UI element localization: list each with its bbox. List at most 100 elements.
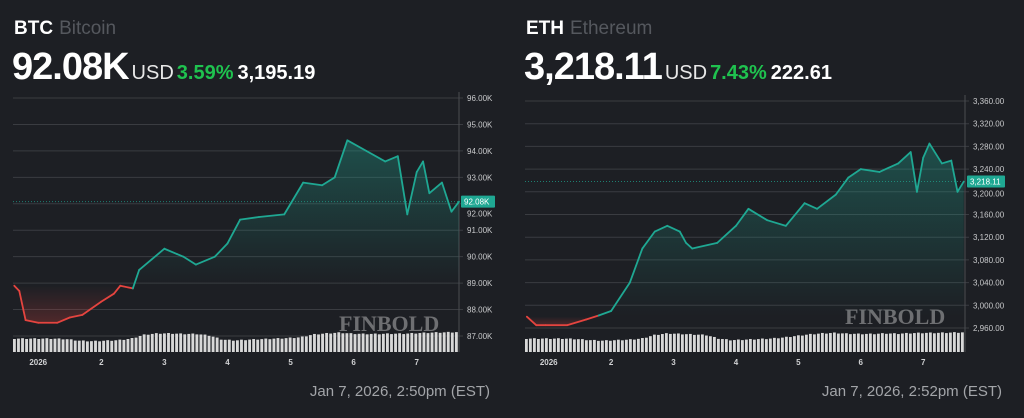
volume-bar: [905, 332, 908, 352]
volume-bar: [561, 339, 564, 352]
eth-chart[interactable]: 3,360.00 3,320.00 3,280.00 3,240.00 3,200.00…: [512, 0, 1024, 380]
volume-bar: [345, 333, 349, 352]
area-above-open: [526, 143, 964, 317]
volume-bar: [781, 337, 784, 352]
volume-bar: [167, 333, 170, 352]
volume-bar: [215, 337, 219, 352]
price-line-segment: [525, 315, 538, 327]
y-tick-label: 93.00K: [467, 173, 493, 182]
volume-bar: [394, 333, 397, 352]
volume-bar: [661, 334, 664, 352]
volume-bar: [757, 339, 760, 352]
volume-bar: [98, 341, 101, 352]
price-line-segment: [283, 181, 305, 216]
volume-bar: [349, 333, 353, 352]
y-tick-label: 3,040.00: [973, 279, 1005, 288]
volume-bar: [442, 332, 446, 352]
y-tick-label: 3,000.00: [973, 301, 1005, 310]
volume-bar: [901, 333, 904, 352]
volume-bar: [333, 332, 337, 352]
volume-bar: [937, 332, 940, 352]
volume-bar: [873, 334, 876, 352]
volume-bar: [861, 334, 864, 352]
volume-bar: [61, 339, 65, 352]
x-tick-label: 3: [671, 358, 676, 367]
volume-bar: [693, 334, 696, 352]
btc-chart[interactable]: 96.00K 95.00K 94.00K 93.00K 92.00K 91.00K 90.0…: [0, 0, 512, 380]
volume-bar: [697, 334, 700, 352]
volume-bar: [945, 333, 948, 352]
volume-bar: [893, 333, 896, 352]
x-tick-label: 7: [415, 358, 420, 367]
volume-bar: [17, 338, 20, 352]
price-line-segment: [182, 255, 197, 266]
volume-bar: [163, 333, 166, 352]
price-line-segment: [909, 151, 918, 193]
volume-bar: [73, 340, 77, 352]
volume-bar: [199, 334, 203, 352]
volume-bar: [537, 339, 540, 352]
volume-bar: [219, 339, 223, 352]
y-tick-label: 3,120.00: [973, 233, 1005, 242]
volume-bar: [369, 333, 373, 352]
price-line-segment: [691, 241, 719, 250]
volume-bar: [126, 339, 130, 352]
price-line-segment: [13, 284, 21, 292]
y-tick-label: 88.00K: [467, 306, 493, 315]
symbol: ETH: [526, 18, 564, 39]
volume-bar: [268, 339, 272, 352]
volume-bar: [252, 339, 256, 352]
volume-bar: [633, 339, 636, 352]
volume-bar: [573, 339, 576, 352]
volume-bar: [41, 338, 45, 352]
volume-bar: [597, 340, 600, 352]
volume-bar: [581, 339, 584, 352]
volume-bar: [729, 340, 732, 352]
current-price-label: 3,218.11: [970, 178, 1001, 187]
volume-bar: [589, 340, 592, 352]
price-line-segment: [113, 284, 122, 295]
price-line-segment: [878, 162, 900, 173]
y-tick-label: 3,240.00: [973, 165, 1005, 174]
volume-bar: [865, 333, 868, 352]
price-line-segment: [415, 160, 424, 173]
y-tick-label: 96.00K: [467, 94, 493, 103]
volume-bar: [240, 339, 243, 352]
price-line-segment: [441, 181, 453, 213]
volume-bar: [769, 338, 772, 352]
volume-bar: [260, 339, 264, 352]
volume-bar: [641, 338, 644, 352]
volume-bar: [122, 339, 126, 352]
volume-bar: [430, 332, 434, 352]
y-tick-label: 90.00K: [467, 253, 493, 262]
volume-bar: [203, 334, 207, 352]
volume-bar: [669, 333, 672, 352]
volume-bar: [13, 339, 16, 352]
price-line-segment: [100, 292, 115, 303]
volume-bar: [187, 333, 191, 352]
volume-bar: [529, 338, 532, 352]
price: 92.08K: [12, 46, 130, 88]
price-line-segment: [18, 290, 27, 322]
volume-bar: [557, 338, 560, 352]
price-line-segment: [628, 247, 644, 284]
volume-bar: [569, 338, 572, 352]
volume-bar: [207, 335, 211, 352]
x-tick-label: 4: [734, 358, 739, 367]
price-line-segment: [346, 139, 368, 152]
volume-bar: [533, 338, 536, 352]
volume-bar: [65, 339, 69, 352]
price-row: 92.08K USD 3.59% 3,195.19: [12, 46, 315, 89]
price-line-segment: [834, 176, 850, 196]
price-line-segment: [396, 155, 409, 216]
volume-bar: [681, 334, 684, 352]
volume-bar: [45, 338, 49, 352]
volume-bar: [545, 338, 548, 352]
volume-bar: [677, 333, 680, 352]
price-line-segment: [422, 160, 431, 195]
volume-bar: [57, 338, 61, 352]
price-line-segment: [803, 202, 818, 210]
volume-bar: [414, 333, 418, 352]
price-line-segment: [941, 159, 953, 165]
y-tick-label: 91.00K: [467, 226, 493, 235]
